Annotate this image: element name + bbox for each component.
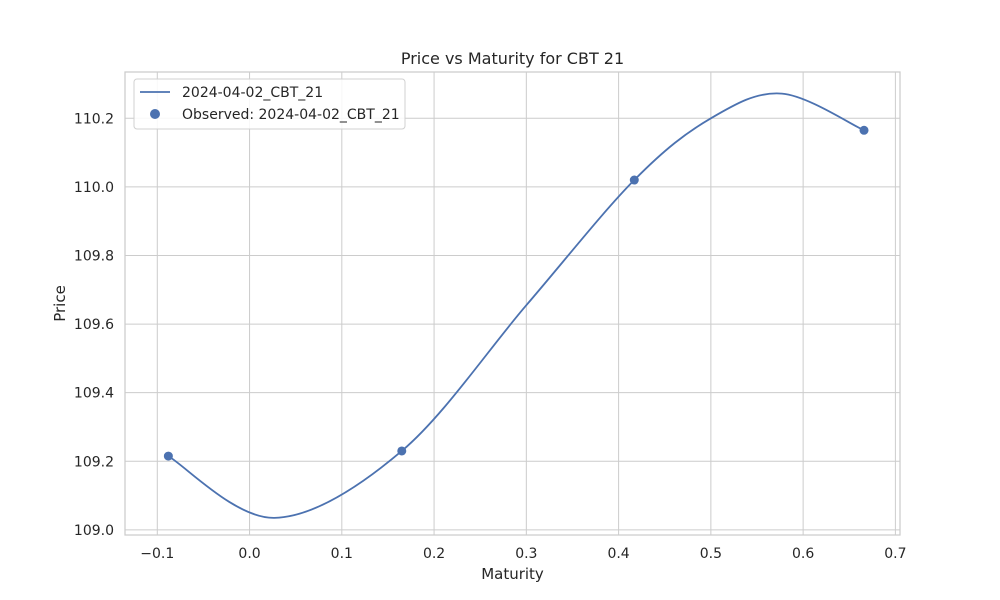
observed-point	[397, 446, 407, 456]
x-tick-label: 0.4	[607, 546, 629, 562]
legend: 2024-04-02_CBT_21 Observed: 2024-04-02_C…	[133, 78, 406, 130]
plot-frame	[124, 71, 901, 536]
x-axis-ticks: −0.1 0.0 0.1 0.2 0.3 0.4 0.5 0.6 0.7	[140, 546, 906, 562]
y-tick-label: 110.2	[74, 111, 114, 127]
observed-point	[629, 175, 639, 185]
y-axis-label: Price	[51, 285, 69, 322]
y-tick-label: 109.8	[74, 248, 114, 264]
y-tick-label: 110.0	[74, 180, 114, 196]
chart-title: Price vs Maturity for CBT 21	[401, 49, 624, 68]
grid	[125, 72, 900, 535]
y-tick-label: 109.2	[74, 454, 114, 470]
x-tick-label: 0.0	[238, 546, 260, 562]
legend-line-label: 2024-04-02_CBT_21	[182, 85, 323, 101]
observed-point	[163, 451, 173, 461]
x-tick-label: 0.6	[792, 546, 814, 562]
fitted-curve-line	[167, 92, 865, 519]
x-tick-label: 0.7	[884, 546, 906, 562]
x-tick-label: 0.1	[331, 546, 353, 562]
legend-point-swatch	[150, 109, 160, 119]
legend-point-label: Observed: 2024-04-02_CBT_21	[182, 107, 400, 123]
x-axis-label: Maturity	[481, 565, 544, 583]
y-tick-label: 109.4	[74, 386, 114, 402]
x-tick-label: 0.2	[423, 546, 445, 562]
x-tick-label: −0.1	[140, 546, 174, 562]
y-tick-label: 109.6	[74, 317, 114, 333]
observed-point	[859, 125, 869, 135]
y-tick-label: 109.0	[74, 523, 114, 539]
x-tick-label: 0.3	[515, 546, 537, 562]
y-axis-ticks: 109.0 109.2 109.4 109.6 109.8 110.0 110.2	[74, 111, 114, 539]
observed-points	[163, 125, 869, 461]
x-tick-label: 0.5	[700, 546, 722, 562]
legend-box	[133, 78, 406, 130]
